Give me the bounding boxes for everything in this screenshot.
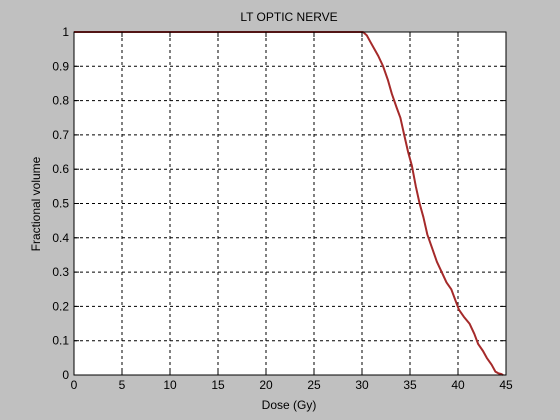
x-tick-label: 5 <box>119 378 126 392</box>
x-tick-label: 30 <box>355 378 369 392</box>
x-axis-label: Dose (Gy) <box>262 398 317 412</box>
grid-lines <box>74 32 506 375</box>
x-axis: 0 5 10 15 20 25 30 35 40 45 <box>71 32 513 392</box>
y-tick-label: 0.2 <box>52 299 69 313</box>
series-line <box>74 31 504 376</box>
y-tick-label: 0.5 <box>52 197 69 211</box>
y-tick-label: 0.8 <box>52 94 69 108</box>
y-tick-label: 0 <box>62 368 69 382</box>
y-tick-label: 0.1 <box>52 334 69 348</box>
x-tick-label: 15 <box>211 378 225 392</box>
series-group <box>74 31 504 376</box>
x-tick-label: 0 <box>71 378 78 392</box>
x-tick-label: 40 <box>451 378 465 392</box>
y-tick-label: 0.9 <box>52 59 69 73</box>
y-tick-label: 0.4 <box>52 231 69 245</box>
x-tick-label: 35 <box>403 378 417 392</box>
y-tick-label: 0.6 <box>52 162 69 176</box>
x-tick-label: 20 <box>259 378 273 392</box>
x-tick-label: 45 <box>499 378 513 392</box>
y-tick-label: 1 <box>62 25 69 39</box>
y-tick-label: 0.7 <box>52 128 69 142</box>
y-tick-label: 0.3 <box>52 265 69 279</box>
x-tick-label: 25 <box>307 378 321 392</box>
y-axis: 0 0.1 0.2 0.3 0.4 0.5 0.6 0.7 0.8 0.9 1 <box>52 25 506 382</box>
chart-title: LT OPTIC NERVE <box>240 10 337 24</box>
x-tick-label: 10 <box>163 378 177 392</box>
y-axis-label: Fractional volume <box>29 156 43 251</box>
